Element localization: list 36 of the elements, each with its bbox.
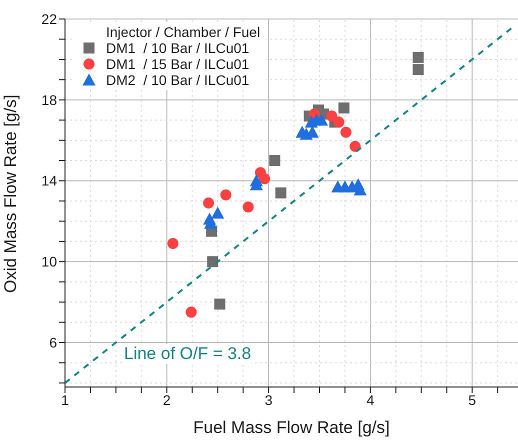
point [211,206,224,219]
point [220,189,232,200]
point [214,298,226,310]
y-tick-label: 10 [41,254,58,270]
point [412,64,424,76]
point [242,202,254,213]
point [315,114,328,126]
x-tick-label: 1 [61,392,70,408]
point [338,102,350,114]
y-axis-title: Oxid Mass Flow Rate [g/s] [1,94,20,293]
x-axis-title: Fuel Mass Flow Rate [g/s] [193,418,390,437]
point [340,126,352,138]
y-tick-label: 22 [41,10,58,27]
point [333,116,344,128]
point [259,173,270,184]
x-tick-label: 5 [468,392,476,408]
point [186,306,197,318]
point [269,155,280,166]
y-tick-label: 18 [41,92,58,108]
annotation: Line of O/F = 3.8 [124,344,252,364]
legend-label: DM2 / 10 Bar / ILCu01 [106,72,250,88]
y-tick-label: 14 [41,172,58,189]
point [412,52,424,63]
point [207,256,218,268]
point [350,140,361,152]
legend-label: DM1 / 15 Bar / ILCu01 [106,56,250,72]
point [275,187,286,198]
x-tick-label: 3 [264,392,273,408]
x-tick-label: 2 [162,392,171,408]
y-tick-label: 6 [49,334,58,350]
point [203,198,214,208]
legend-title: Injector / Chamber / Fuel [106,24,260,40]
point [167,238,178,249]
point [326,110,338,122]
x-tick-label: 4 [366,392,374,408]
legend-label: DM1 / 10 Bar / ILCu01 [106,40,250,56]
